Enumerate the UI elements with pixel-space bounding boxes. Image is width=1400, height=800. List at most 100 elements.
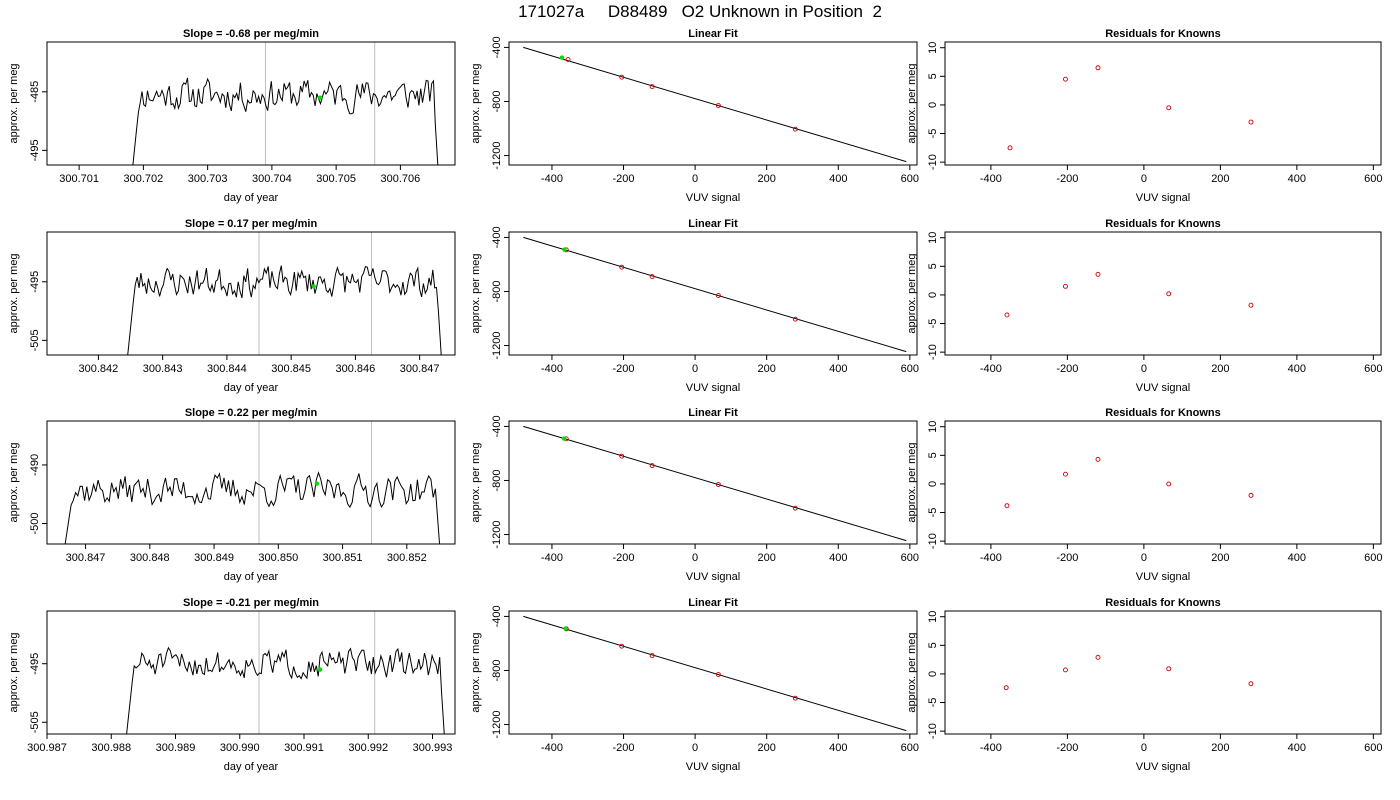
plot-frame bbox=[46, 41, 456, 166]
y-tick-label: -505 bbox=[29, 711, 41, 733]
x-tick-label: 300.701 bbox=[59, 173, 99, 185]
y-axis-label: approx. per meg bbox=[470, 63, 482, 143]
x-axis-label: VUV signal bbox=[686, 192, 740, 204]
x-tick-label: 200 bbox=[1211, 552, 1229, 564]
y-tick-label: -485 bbox=[29, 81, 41, 103]
y-tick-label: -1200 bbox=[491, 141, 503, 169]
x-tick-label: 0 bbox=[1141, 552, 1147, 564]
fit-line bbox=[523, 46, 907, 163]
x-tick-label: 300.993 bbox=[413, 742, 453, 754]
panel-title: Residuals for Knowns bbox=[1105, 407, 1221, 419]
residual-point bbox=[1248, 302, 1254, 308]
signal-trace bbox=[126, 646, 445, 734]
x-tick-label: 600 bbox=[1364, 173, 1382, 185]
x-axis-label: day of year bbox=[224, 382, 279, 394]
residual-point bbox=[1063, 283, 1068, 289]
panel-title: Slope = -0.21 per meg/min bbox=[183, 597, 319, 609]
x-tick-label: 0 bbox=[1141, 173, 1147, 185]
panel-title: Linear Fit bbox=[688, 218, 738, 230]
x-tick-label: 600 bbox=[1364, 742, 1382, 754]
standard-point bbox=[565, 57, 571, 63]
panel-title: Residuals for Knowns bbox=[1105, 218, 1221, 230]
y-tick-label: 5 bbox=[927, 452, 939, 458]
y-tick-label: -1200 bbox=[491, 710, 503, 738]
x-tick-label: -200 bbox=[613, 552, 635, 564]
y-tick-label: 5 bbox=[927, 73, 939, 79]
x-tick-label: 400 bbox=[1288, 742, 1306, 754]
plot-frame bbox=[46, 231, 456, 356]
y-tick-label: -10 bbox=[927, 533, 939, 549]
x-tick-label: 300.845 bbox=[271, 363, 311, 375]
x-axis-label: VUV signal bbox=[686, 571, 740, 583]
x-tick-label: 300.988 bbox=[91, 742, 131, 754]
residual-point bbox=[1248, 492, 1254, 498]
signal-trace bbox=[127, 265, 442, 355]
panel-title: Linear Fit bbox=[688, 407, 738, 419]
x-tick-label: 200 bbox=[758, 552, 776, 564]
x-tick-label: 0 bbox=[692, 552, 698, 564]
y-axis-label: approx. per meg bbox=[8, 442, 20, 522]
standard-point bbox=[792, 695, 798, 701]
y-tick-label: -800 bbox=[491, 659, 503, 681]
fit-line bbox=[523, 615, 907, 732]
x-tick-label: 400 bbox=[829, 173, 847, 185]
standard-point bbox=[619, 264, 625, 270]
x-tick-label: 0 bbox=[692, 363, 698, 375]
x-tick-label: 300.991 bbox=[284, 742, 324, 754]
row4-linear-fit: -400 -200 0 200 400 600 -400 -800 -1200 Linear Fi… bbox=[470, 597, 919, 773]
fit-line bbox=[523, 236, 907, 353]
residual-point bbox=[1166, 291, 1172, 297]
x-tick-label: -400 bbox=[980, 552, 1002, 564]
panel-title: Linear Fit bbox=[688, 597, 738, 609]
panel-title: Residuals for Knowns bbox=[1105, 28, 1221, 40]
unknown-marker bbox=[317, 95, 323, 100]
y-tick-label: -5 bbox=[927, 319, 939, 329]
y-tick-label: -400 bbox=[491, 415, 503, 437]
x-tick-label: 600 bbox=[1364, 363, 1382, 375]
residual-point bbox=[1095, 456, 1101, 462]
x-axis-label: day of year bbox=[224, 571, 279, 583]
standard-point bbox=[715, 293, 721, 298]
standard-point bbox=[792, 126, 798, 132]
x-tick-label: 600 bbox=[901, 552, 919, 564]
unknown-marker bbox=[317, 667, 323, 672]
y-axis-label: approx. per meg bbox=[8, 632, 20, 712]
residual-point bbox=[1003, 685, 1009, 691]
x-tick-label: 600 bbox=[901, 173, 919, 185]
panel-title: Linear Fit bbox=[688, 28, 738, 40]
x-tick-label: -400 bbox=[980, 363, 1002, 375]
row4-time-series: 300.987 300.988 300.989 300.990 300.991 300.9… bbox=[8, 597, 456, 773]
x-tick-label: 300.848 bbox=[130, 552, 170, 564]
x-tick-label: 300.846 bbox=[336, 363, 376, 375]
row3-time-series: 300.847 300.848 300.849 300.850 300.851 300.8… bbox=[8, 407, 456, 583]
y-tick-label: -400 bbox=[491, 226, 503, 248]
x-axis-label: VUV signal bbox=[686, 382, 740, 394]
x-tick-label: 400 bbox=[1288, 552, 1306, 564]
figure-title: 171027a D88489 O2 Unknown in Position 2 bbox=[518, 2, 882, 21]
row2-residuals: -400 -200 0 200 400 600 10 5 0 -5 -10 Residuals for… bbox=[906, 218, 1383, 394]
plot-frame bbox=[944, 420, 1382, 545]
residual-point bbox=[1095, 654, 1101, 660]
x-tick-label: -400 bbox=[980, 173, 1002, 185]
residual-point bbox=[1095, 65, 1101, 71]
y-tick-label: -800 bbox=[491, 469, 503, 491]
y-tick-label: -5 bbox=[927, 508, 939, 518]
unknown-marker bbox=[314, 481, 320, 486]
residual-point bbox=[1248, 681, 1254, 687]
y-tick-label: -5 bbox=[927, 129, 939, 139]
x-tick-label: 400 bbox=[829, 742, 847, 754]
unknown-point bbox=[561, 436, 567, 441]
standard-point bbox=[649, 274, 655, 280]
plot-frame bbox=[508, 41, 918, 166]
x-tick-label: 200 bbox=[1211, 742, 1229, 754]
x-tick-label: 300.989 bbox=[156, 742, 196, 754]
unknown-marker bbox=[311, 284, 316, 289]
y-axis-label: approx. per meg bbox=[470, 253, 482, 333]
row1-linear-fit: -400 -200 0 200 400 600 -400 -800 -1200 Linear Fi… bbox=[470, 28, 919, 204]
residual-point bbox=[1063, 471, 1068, 477]
residual-point bbox=[1004, 503, 1010, 509]
residual-point bbox=[1166, 481, 1172, 487]
row3-residuals: -400 -200 0 200 400 600 10 5 0 -5 -10 Residuals for… bbox=[906, 407, 1383, 583]
x-tick-label: -200 bbox=[1056, 552, 1078, 564]
y-axis-label: approx. per meg bbox=[906, 253, 918, 333]
